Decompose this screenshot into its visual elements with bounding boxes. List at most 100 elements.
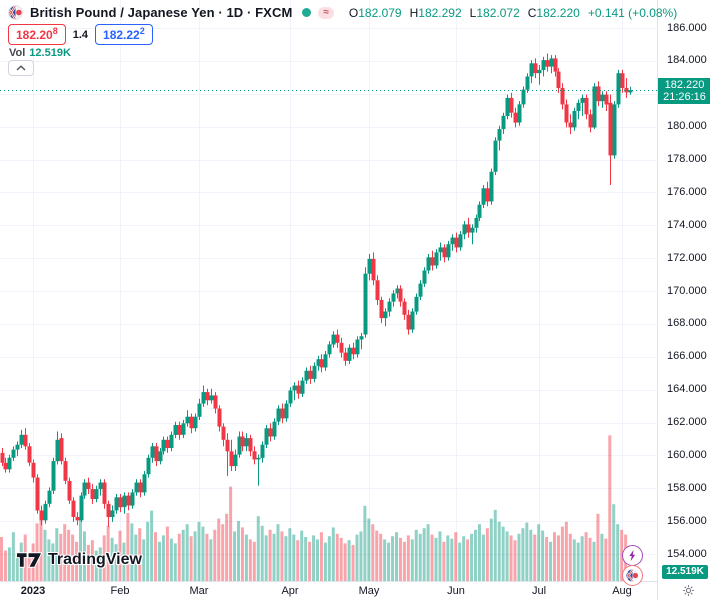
high-value: 182.292	[418, 5, 462, 20]
candle-body	[319, 359, 324, 368]
time-axis-label: 2023	[20, 585, 46, 597]
volume-bar	[422, 528, 426, 581]
volume-bar	[489, 518, 493, 581]
volume-bar	[335, 533, 339, 581]
volume-bar	[513, 540, 517, 581]
axis-settings-gear-icon[interactable]	[682, 584, 695, 597]
candle-body	[462, 224, 467, 235]
volume-bar	[79, 518, 82, 581]
candle-body	[509, 97, 514, 113]
candle-body	[612, 104, 617, 156]
candle-body	[525, 76, 530, 90]
time-axis[interactable]: 2023 Feb Mar Apr May Jun Jul Aug	[0, 581, 710, 600]
volume-bar	[205, 533, 209, 581]
volume-bar	[260, 525, 264, 581]
volume-bar	[556, 535, 560, 581]
candle-body	[375, 280, 380, 300]
volume-bar	[217, 518, 221, 581]
volume-bar	[39, 516, 43, 581]
volume-bar	[11, 532, 15, 581]
candle-body	[256, 457, 261, 460]
volume-bar	[616, 524, 620, 581]
candle-body	[67, 480, 72, 501]
volume-bar	[122, 542, 126, 581]
volume-bar	[541, 530, 545, 581]
volume-bar	[608, 435, 612, 581]
candle-body	[521, 89, 526, 105]
volume-bar	[35, 523, 39, 581]
symbol-pair-flags-button[interactable]	[622, 565, 643, 586]
price-axis-label: 156.000	[667, 515, 707, 527]
ohlc-values: O182.079 H182.292 L182.072 C182.220 +0.1…	[348, 5, 678, 20]
volume-bar	[134, 534, 138, 581]
bid-ask-row: 182.208 1.4 182.222	[8, 24, 153, 45]
candle-body	[165, 439, 170, 448]
candle-body	[450, 237, 455, 245]
collapse-legend-button[interactable]	[8, 60, 34, 76]
volume-bar	[284, 536, 288, 581]
volume-bar	[446, 535, 450, 581]
volume-bar	[150, 510, 154, 581]
change-value: +0.141 (+0.08%)	[587, 5, 678, 20]
candle-body	[11, 449, 16, 458]
candle-body	[410, 311, 415, 330]
volume-bar	[355, 534, 359, 581]
candle-body	[454, 237, 459, 248]
price-axis-label: 176.000	[667, 186, 707, 198]
volume-bar	[395, 532, 398, 581]
symbol-title[interactable]: British Pound / Japanese Yen · 1D · FXCM	[30, 5, 293, 20]
candle-body	[114, 497, 119, 511]
candle-body	[355, 339, 360, 355]
candle-body	[189, 416, 194, 429]
candle-body	[185, 416, 190, 424]
candle-body	[501, 115, 506, 130]
volume-bar	[537, 524, 541, 581]
volume-bar	[402, 541, 406, 581]
candle-body	[233, 454, 238, 467]
volume-bar	[201, 526, 205, 581]
candle-body	[628, 90, 633, 93]
sell-button[interactable]: 182.208	[8, 24, 66, 45]
instant-trading-button[interactable]	[622, 545, 643, 566]
candle-body	[568, 122, 573, 128]
time-axis-label: Apr	[281, 585, 299, 597]
volume-bar	[592, 541, 596, 581]
volume-bar	[375, 530, 379, 581]
candle-body	[395, 288, 400, 294]
tradingview-logo[interactable]: TradingView	[16, 551, 142, 569]
gbpjpy-flags-icon	[626, 569, 639, 582]
candle-body	[616, 73, 621, 105]
candle-body	[406, 314, 411, 330]
volume-bar	[67, 529, 71, 581]
buy-button[interactable]: 182.222	[95, 24, 153, 45]
candle-body	[383, 311, 388, 319]
volume-bar	[584, 532, 588, 581]
candle-body	[43, 503, 48, 521]
candle-body	[600, 94, 605, 102]
delayed-data-badge-icon[interactable]: ≈	[318, 6, 334, 19]
candle-body	[260, 444, 265, 458]
volume-bar	[158, 541, 161, 581]
volume-bar	[387, 542, 391, 581]
candle-body	[209, 395, 214, 401]
volume-bar	[94, 550, 98, 581]
price-axis[interactable]: 182.220 21:26:16 12.519K 186.000 184.000 1…	[657, 0, 710, 600]
volume-bar	[55, 528, 59, 581]
volume-bar	[169, 538, 173, 581]
volume-bar	[620, 529, 624, 581]
candle-body	[339, 342, 344, 353]
candle-body	[572, 111, 577, 128]
candle-body	[359, 336, 364, 340]
volume-bar	[256, 516, 260, 581]
volume-bar	[588, 537, 592, 581]
volume-bar	[233, 531, 237, 581]
time-axis-label: Jul	[531, 585, 547, 597]
volume-bar	[276, 524, 280, 581]
candle-body	[268, 428, 273, 437]
market-status-dot-icon[interactable]	[302, 8, 312, 17]
volume-bar	[438, 531, 442, 581]
volume-bar	[47, 539, 51, 581]
volume-bar	[185, 524, 189, 581]
